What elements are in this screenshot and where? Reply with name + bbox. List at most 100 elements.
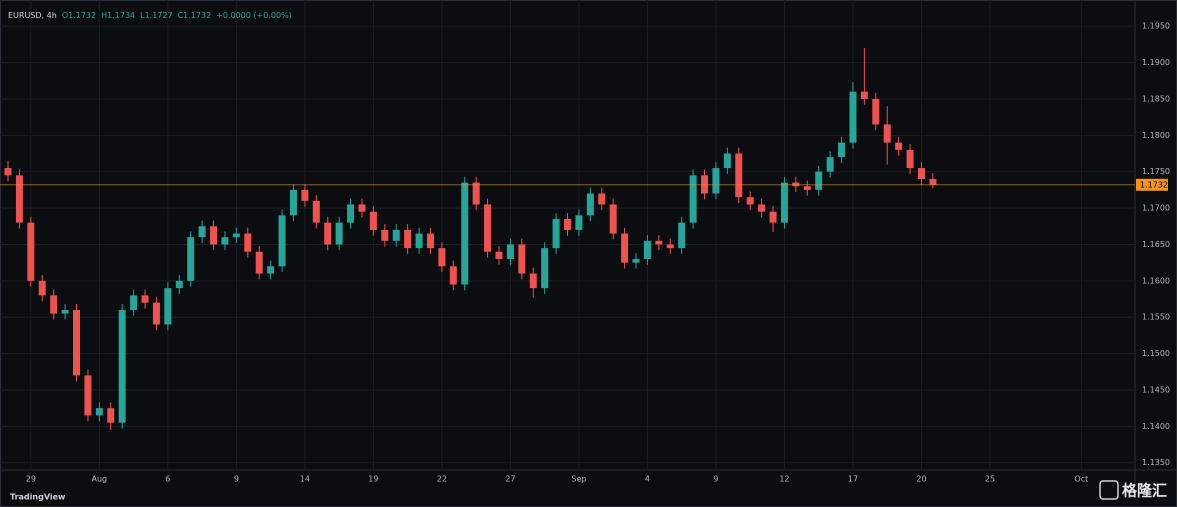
candle-body	[883, 124, 891, 143]
y-tick-label: 1.1450	[1142, 385, 1170, 394]
candle-body	[278, 215, 286, 267]
candle-body	[826, 157, 834, 172]
candle-body	[598, 193, 606, 205]
x-tick-label: 17	[848, 475, 858, 484]
candle-body	[803, 186, 811, 190]
candle-body	[575, 215, 583, 230]
x-tick-label: 22	[437, 475, 447, 484]
candle-body	[312, 200, 320, 223]
candle-body	[107, 408, 115, 423]
legend-item: L1.1727	[140, 11, 172, 20]
candle-body	[815, 171, 823, 190]
candle-body	[95, 408, 103, 416]
candle-body	[564, 218, 571, 230]
candle-body	[484, 204, 492, 252]
x-tick-label: Sep	[571, 475, 586, 484]
candle-body	[643, 240, 651, 260]
candle-body	[221, 237, 229, 245]
candle-body	[917, 168, 925, 179]
candle-body	[769, 211, 777, 223]
candle-body	[198, 226, 206, 238]
candle-body	[15, 175, 23, 223]
y-tick-label: 1.1850	[1142, 94, 1170, 103]
candle-body	[232, 233, 240, 238]
candle-body	[404, 229, 412, 249]
candle-body	[347, 204, 355, 223]
candle-body	[895, 142, 903, 150]
candle-body	[84, 375, 92, 416]
candle-body	[461, 182, 469, 285]
legend-item: O1.1732	[62, 11, 96, 20]
candle-body	[4, 168, 12, 176]
candle-body	[632, 259, 640, 263]
legend-item: EURUSD, 4h	[8, 11, 57, 20]
x-tick-label: Aug	[92, 475, 108, 484]
candle-body	[38, 280, 46, 296]
candle-body	[655, 240, 663, 245]
candle-body	[872, 98, 880, 125]
candle-body	[267, 266, 275, 274]
y-tick-label: 1.1350	[1142, 458, 1170, 467]
candle-body	[118, 309, 126, 423]
candle-body	[187, 237, 195, 281]
y-tick-label: 1.1500	[1142, 349, 1170, 358]
candle-body	[666, 244, 674, 249]
candle-body	[689, 175, 697, 223]
last-price-box	[1136, 178, 1168, 191]
candle-body	[529, 273, 537, 289]
candle-body	[906, 149, 914, 169]
x-tick-label: 19	[368, 475, 378, 484]
candle-body	[426, 233, 434, 249]
candle-body	[780, 182, 788, 223]
legend-item: +0.0000 (+0.00%)	[216, 11, 292, 20]
candle-body	[335, 222, 343, 245]
candle-body	[73, 309, 81, 376]
y-tick-label: 1.1550	[1142, 313, 1170, 322]
candle-body	[244, 233, 252, 252]
brand: 格隆汇	[1122, 482, 1167, 500]
candle-body	[746, 197, 754, 205]
y-tick-label: 1.1800	[1142, 131, 1170, 140]
grid	[0, 0, 1135, 470]
candle-body	[929, 178, 937, 185]
candle-body	[838, 142, 846, 158]
candle-body	[27, 222, 35, 281]
candle-body	[50, 295, 58, 314]
y-tick-label: 1.1600	[1142, 276, 1170, 285]
candle-body	[130, 295, 138, 310]
candle-body	[586, 193, 594, 216]
candle-body	[506, 244, 514, 260]
candle-body	[61, 309, 69, 314]
candle-body	[392, 229, 400, 241]
candles	[4, 48, 937, 430]
candle-body	[175, 280, 183, 289]
y-tick-label: 1.1700	[1142, 204, 1170, 213]
candle-body	[758, 204, 766, 212]
candle-body	[518, 244, 526, 274]
overlay: 1.1732	[0, 178, 1168, 191]
x-tick-label: 4	[645, 475, 650, 484]
candle-body	[495, 251, 503, 260]
x-tick-label: 25	[985, 475, 995, 484]
x-tick-label: 14	[300, 475, 310, 484]
x-tick-label: 6	[165, 475, 170, 484]
candle-body	[472, 182, 480, 205]
last-price-label: 1.1732	[1140, 180, 1168, 189]
candle-body	[735, 153, 743, 198]
y-tick-label: 1.1400	[1142, 422, 1170, 431]
candle-body	[860, 91, 868, 99]
candle-body	[255, 251, 263, 274]
y-tick-label: 1.1950	[1142, 22, 1170, 31]
candle-body	[369, 211, 377, 230]
x-tick-label: 27	[505, 475, 515, 484]
candle-body	[678, 222, 686, 249]
legend: EURUSD, 4h O1.1732 H1.1734 L1.1727 C1.1732 +0…	[8, 11, 292, 20]
candle-body	[324, 222, 332, 245]
candle-body	[552, 218, 560, 249]
candle-body	[849, 91, 857, 143]
candle-body	[712, 168, 720, 194]
y-tick-label: 1.1900	[1142, 58, 1170, 67]
candle-body	[381, 229, 389, 241]
